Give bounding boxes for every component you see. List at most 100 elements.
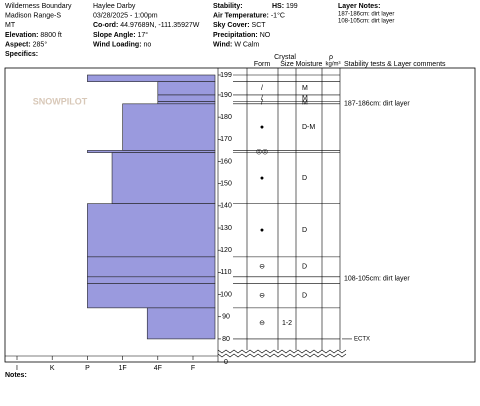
- moisture: M: [302, 100, 308, 107]
- y-break-label: 0: [224, 359, 228, 366]
- grain-form: ⊖: [259, 320, 265, 327]
- moisture: D: [302, 264, 307, 271]
- field-label: Precipitation:: [213, 32, 258, 39]
- header-text: Wilderness Boundary: [5, 3, 72, 10]
- hardness-bar: [87, 283, 216, 309]
- x-tick-label: K: [50, 365, 55, 372]
- grain-form: ●: [260, 175, 264, 182]
- axis-break: [217, 353, 347, 358]
- field-label: Elevation:: [5, 32, 38, 39]
- x-tick-label: P: [85, 365, 90, 372]
- grain-form: ●: [260, 227, 264, 234]
- layer-notes-title: Layer Notes:: [338, 3, 380, 10]
- header-text: Haylee Darby: [93, 3, 136, 10]
- grain-form: /: [261, 100, 263, 107]
- y-tick-label: 80: [222, 336, 230, 343]
- moisture: D: [302, 227, 307, 234]
- grain-form: /: [261, 95, 263, 102]
- hs-value: 199: [286, 3, 298, 10]
- col-form: Form: [254, 61, 271, 68]
- field-value: SCT: [252, 22, 267, 29]
- hardness-bar: [87, 256, 216, 278]
- y-tick-label: 199: [220, 72, 232, 79]
- y-tick-label: 170: [220, 136, 232, 143]
- frame: [4, 67, 476, 363]
- field-label: Wind Loading:: [93, 41, 142, 48]
- axis-break: [217, 349, 347, 354]
- y-tick-label: 180: [220, 114, 232, 121]
- field-label: Air Temperature:: [213, 12, 269, 19]
- y-tick-label: 100: [220, 291, 232, 298]
- x-tick-label: F: [191, 365, 195, 372]
- field-label: Co-ord:: [93, 22, 118, 29]
- field-label: Wind:: [213, 41, 232, 48]
- y-tick-label: 110: [220, 269, 231, 276]
- hardness-bar: [146, 307, 216, 340]
- grain-form: ◎◎: [256, 148, 268, 155]
- field-value: 44.97689N, -111.35927W: [120, 22, 200, 29]
- layer-comment: 108-105cm: dirt layer: [344, 276, 410, 283]
- y-tick-label: 120: [220, 247, 232, 254]
- col-size: Size: [280, 61, 294, 68]
- hardness-bar: [87, 150, 216, 153]
- hs-label: HS:: [272, 3, 284, 10]
- notes: Notes:: [5, 372, 27, 379]
- hardness-bar: [87, 203, 216, 258]
- field-value: -1°C: [271, 11, 285, 19]
- hardness-bar: [157, 94, 216, 102]
- field-label: Specifics:: [5, 51, 38, 58]
- hs: HS: 199: [272, 3, 298, 10]
- header-field: Wind: W Calm: [213, 41, 259, 48]
- hardness-bar: [87, 276, 216, 284]
- grain-form: /: [261, 85, 263, 92]
- stability-test: ECTX: [354, 337, 370, 343]
- header-field: Specifics:: [5, 51, 38, 58]
- moisture: M: [302, 85, 308, 92]
- field-value: 17°: [137, 31, 148, 39]
- moisture: M: [302, 95, 308, 102]
- x-tick-label: 1F: [119, 365, 127, 372]
- field-value: W Calm: [234, 41, 259, 48]
- y-tick-label: 150: [220, 181, 232, 188]
- grain-form: ●: [260, 124, 264, 131]
- header-field: Wind Loading: no: [93, 41, 151, 48]
- header-field: Precipitation: NO: [213, 32, 271, 39]
- layer-note: 187-186cm: dirt layer: [338, 12, 394, 18]
- col-rho-unit: kg/m³: [326, 62, 341, 68]
- header-field: Co-ord: 44.97689N, -111.35927W: [93, 22, 200, 29]
- x-tick-label: 4F: [154, 365, 162, 372]
- header-field: Stability:: [213, 3, 243, 10]
- header-text: Madison Range-S: [5, 12, 61, 19]
- header-text: MT: [5, 22, 16, 29]
- layer-comment: 187-186cm: dirt layer: [344, 100, 410, 107]
- field-label: Slope Angle:: [93, 32, 136, 39]
- grain-form: ⊖: [259, 264, 265, 271]
- hardness-bar: [157, 81, 216, 96]
- x-tick-label: I: [16, 365, 18, 372]
- y-tick-label: 90: [222, 314, 230, 321]
- header-field: Aspect: 285°: [5, 40, 47, 48]
- col-crystal: Crystal: [274, 54, 296, 61]
- col-comments: Stability tests & Layer comments: [344, 61, 446, 68]
- header-field: Slope Angle: 17°: [93, 31, 148, 39]
- y-tick-label: 140: [220, 203, 232, 210]
- field-label: Stability:: [213, 3, 243, 10]
- col-moisture: Moisture: [296, 61, 323, 68]
- header-field: Elevation: 8800 ft: [5, 32, 62, 39]
- header-field: Sky Cover: SCT: [213, 22, 266, 29]
- field-value: 285°: [33, 40, 48, 48]
- col-rho: ρ: [329, 54, 333, 61]
- header-field: Air Temperature: -1°C: [213, 11, 285, 19]
- field-value: 8800 ft: [40, 32, 61, 39]
- field-value: NO: [260, 32, 271, 39]
- grain-size: 1-2: [282, 320, 292, 327]
- moisture: D: [302, 293, 307, 300]
- field-value: no: [144, 41, 152, 48]
- field-label: Sky Cover:: [213, 22, 250, 29]
- y-tick-label: 130: [220, 225, 232, 232]
- field-label: Aspect:: [5, 41, 31, 48]
- layer-note: 108-105cm: dirt layer: [338, 19, 394, 25]
- hardness-bar: [111, 152, 216, 204]
- hardness-bar: [122, 103, 216, 151]
